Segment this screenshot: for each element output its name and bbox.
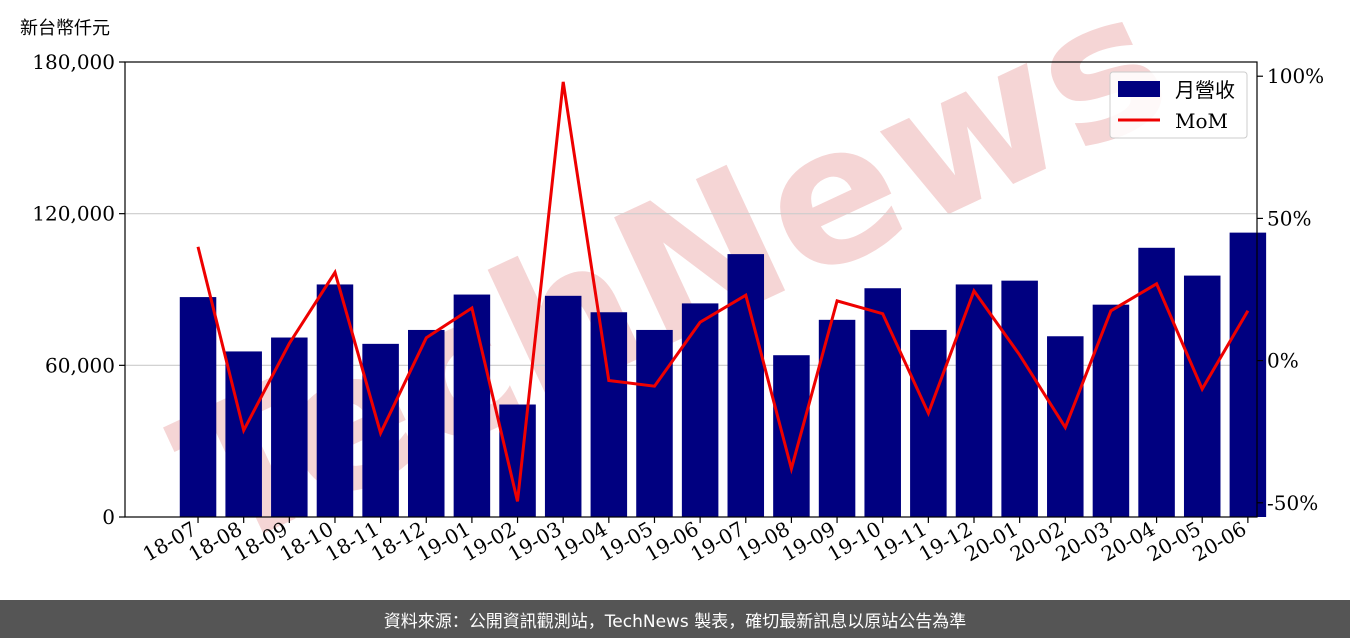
bar-19-03 [544, 295, 582, 517]
bar-18-07 [179, 297, 217, 517]
bar-19-01 [453, 294, 491, 517]
y-tick-label: 60,000 [45, 353, 115, 377]
plot-frame [124, 61, 1258, 518]
y-axis-unit-label: 新台幣仟元 [20, 18, 110, 39]
y-tick-label: 0 [102, 505, 115, 529]
y2-tick-label: 0% [1267, 349, 1299, 373]
y-tick-label: 120,000 [32, 202, 115, 226]
bar-18-10 [316, 284, 354, 517]
bar-19-09 [818, 319, 856, 517]
mom-line [196, 81, 1250, 502]
chart-svg: TechNews 060,000120,000180,000-50%0%50%1… [32, 0, 1324, 594]
bar-19-05 [636, 329, 673, 517]
legend-bar-label: 月營收 [1175, 78, 1235, 102]
bar-19-06 [681, 303, 719, 517]
x-tick-label: 20-06 [1188, 517, 1250, 567]
bar-20-03 [1092, 304, 1130, 517]
bar-19-08 [773, 355, 810, 517]
bar-20-04 [1138, 247, 1175, 517]
bar-19-04 [590, 312, 628, 517]
mom-series-line [196, 81, 1250, 502]
legend: 月營收 MoM [1109, 71, 1248, 139]
bar-18-12 [408, 329, 445, 517]
footer-source: 資料來源：公開資訊觀測站，TechNews 製表，確切最新訊息以原站公告為準 [0, 600, 1350, 638]
bar-19-11 [910, 329, 947, 517]
legend-line-label: MoM [1175, 109, 1228, 133]
y2-tick-label: 50% [1267, 206, 1311, 230]
bar-20-06 [1229, 232, 1267, 517]
bar-18-09 [271, 337, 308, 517]
bar-20-05 [1183, 275, 1221, 517]
bar-19-12 [955, 284, 993, 517]
y2-tick-label: 100% [1267, 64, 1324, 88]
bar-19-10 [864, 288, 901, 517]
bar-20-01 [1001, 280, 1038, 517]
y2-tick-label: -50% [1267, 491, 1318, 515]
y-tick-label: 180,000 [32, 50, 115, 74]
legend-bar-swatch [1118, 81, 1160, 97]
